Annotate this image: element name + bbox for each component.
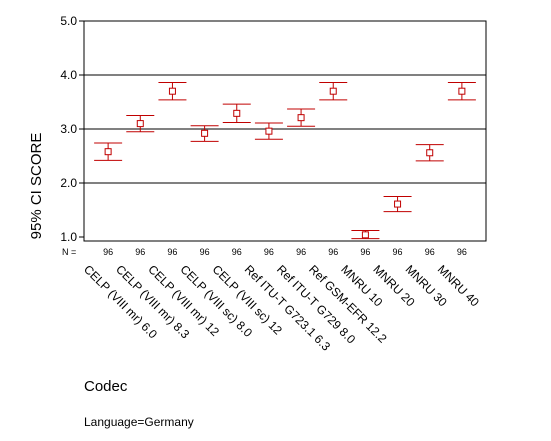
n-row: N = 96 96 96 96 96 96 96 96 96 96 96 96 — [62, 247, 467, 257]
mean-marker-2 — [168, 87, 176, 95]
x-axis-title: Codec — [84, 378, 128, 395]
y-tick-label-0: 1.0 — [60, 230, 77, 244]
mean-marker-1 — [136, 120, 144, 128]
footnote: Language=Germany — [84, 415, 194, 429]
mean-marker-3 — [201, 129, 209, 137]
mean-marker-7 — [329, 87, 337, 95]
y-tick-label-3: 4.0 — [60, 68, 77, 82]
n-value-4: 96 — [232, 247, 242, 257]
mean-marker-10 — [426, 149, 434, 157]
error-bars — [94, 82, 476, 240]
n-value-11: 96 — [457, 247, 467, 257]
mean-marker-6 — [297, 114, 305, 122]
n-value-3: 96 — [200, 247, 210, 257]
mean-marker-11 — [458, 87, 466, 95]
n-value-2: 96 — [167, 247, 177, 257]
n-value-7: 96 — [328, 247, 338, 257]
n-value-0: 96 — [103, 247, 113, 257]
y-tick-label-1: 2.0 — [60, 176, 77, 190]
mean-marker-9 — [394, 200, 402, 208]
y-tick-label-2: 3.0 — [60, 122, 77, 136]
n-value-8: 96 — [360, 247, 370, 257]
n-value-5: 96 — [264, 247, 274, 257]
n-prefix: N = — [62, 247, 76, 257]
mean-marker-5 — [265, 127, 273, 135]
plot-area — [83, 20, 487, 242]
gridlines — [84, 74, 486, 184]
n-value-1: 96 — [135, 247, 145, 257]
y-tick-label-4: 5.0 — [60, 14, 77, 28]
n-value-10: 96 — [425, 247, 435, 257]
y-axis: 1.0 2.0 3.0 4.0 5.0 — [60, 14, 84, 244]
y-axis-title: 95% CI SCORE — [28, 133, 45, 240]
n-value-6: 96 — [296, 247, 306, 257]
mean-marker-0 — [104, 148, 112, 156]
mean-marker-8 — [361, 231, 369, 239]
n-value-9: 96 — [393, 247, 403, 257]
mean-marker-4 — [233, 109, 241, 117]
